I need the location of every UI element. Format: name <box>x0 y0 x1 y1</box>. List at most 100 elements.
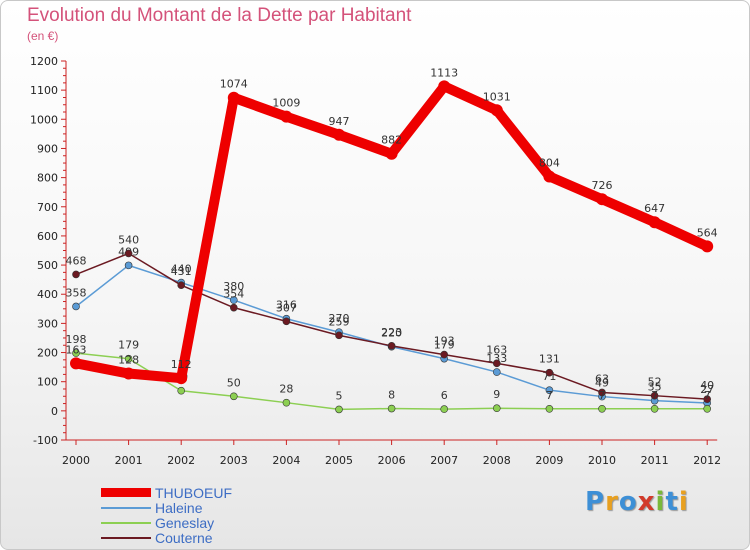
data-label-couterne: 223 <box>381 326 402 339</box>
data-label-couterne: 307 <box>276 301 297 314</box>
y-tick-label: 300 <box>37 317 58 330</box>
x-tick-label: 2004 <box>272 454 300 467</box>
x-tick-label: 2012 <box>693 454 721 467</box>
legend-label-geneslay: Geneslay <box>155 514 215 531</box>
data-label-thuboeuf: 726 <box>592 179 613 192</box>
chart-unit-label: (en €) <box>27 29 59 43</box>
data-label-couterne: 259 <box>329 315 350 328</box>
data-point-thuboeuf <box>543 170 556 183</box>
data-point-couterne <box>492 359 501 368</box>
data-point-geneslay <box>387 404 396 413</box>
y-tick-label: -100 <box>33 434 58 447</box>
legend-swatch-couterne <box>101 536 151 539</box>
data-point-couterne <box>124 249 133 258</box>
data-label-thuboeuf: 1031 <box>483 90 511 103</box>
data-label-couterne: 431 <box>171 265 192 278</box>
data-label-geneslay: 6 <box>441 389 448 402</box>
data-label-thuboeuf: 1113 <box>430 66 458 79</box>
data-point-thuboeuf <box>438 80 451 93</box>
data-point-couterne <box>387 342 396 350</box>
data-label-geneslay: 7 <box>651 389 658 402</box>
data-label-thuboeuf: 882 <box>381 134 402 147</box>
x-tick-label: 2005 <box>325 454 353 467</box>
data-label-haleine: 380 <box>223 280 244 293</box>
data-label-haleine: 220 <box>381 327 402 340</box>
data-label-geneslay: 7 <box>546 389 553 402</box>
data-label-geneslay: 9 <box>493 388 500 401</box>
data-point-geneslay <box>177 386 185 395</box>
data-label-geneslay: 7 <box>599 389 606 402</box>
data-label-couterne: 540 <box>118 233 139 246</box>
data-label-geneslay: 198 <box>66 333 87 346</box>
data-label-couterne: 52 <box>648 376 662 389</box>
data-label-thuboeuf: 564 <box>697 226 718 239</box>
x-tick-label: 2010 <box>588 454 616 467</box>
data-label-haleine: 27 <box>700 383 714 396</box>
data-point-couterne <box>545 368 554 377</box>
legend-label-thuboeuf: THUBOEUF <box>155 484 232 501</box>
data-point-thuboeuf <box>227 91 240 104</box>
legend-label-couterne: Couterne <box>155 529 213 546</box>
data-label-geneslay: 5 <box>336 389 343 402</box>
y-tick-label: 1200 <box>30 55 58 68</box>
data-point-couterne <box>440 350 449 359</box>
y-tick-label: 400 <box>37 288 58 301</box>
y-tick-label: 700 <box>37 201 58 214</box>
data-point-thuboeuf <box>385 147 398 160</box>
data-point-haleine <box>545 386 554 394</box>
data-label-haleine: 316 <box>276 299 297 312</box>
data-label-haleine: 358 <box>66 286 87 299</box>
x-tick-label: 2009 <box>535 454 563 467</box>
chart-title: Evolution du Montant de la Dette par Hab… <box>27 5 412 26</box>
data-point-thuboeuf <box>701 240 714 253</box>
legend-item-couterne: Couterne <box>101 529 232 546</box>
data-point-thuboeuf <box>648 216 661 229</box>
data-point-geneslay <box>230 392 238 401</box>
data-label-haleine: 179 <box>434 339 455 352</box>
data-label-thuboeuf: 1009 <box>272 97 300 110</box>
data-point-couterne <box>72 270 80 279</box>
y-tick-label: 0 <box>51 405 58 418</box>
data-point-haleine <box>230 296 238 304</box>
x-tick-label: 2007 <box>430 454 458 467</box>
data-point-haleine <box>72 302 80 311</box>
data-label-couterne: 163 <box>486 343 507 356</box>
data-point-thuboeuf <box>280 110 293 123</box>
x-tick-label: 2006 <box>378 454 406 467</box>
data-label-geneslay: 8 <box>388 389 395 402</box>
x-tick-label: 2011 <box>641 454 669 467</box>
legend-swatch-geneslay <box>101 521 151 524</box>
data-point-couterne <box>598 388 606 397</box>
x-tick-label: 2000 <box>62 454 90 467</box>
data-point-couterne <box>335 331 343 340</box>
x-tick-label: 2002 <box>167 454 195 467</box>
y-tick-label: 1100 <box>30 84 58 97</box>
data-point-geneslay <box>282 398 291 407</box>
data-label-couterne: 354 <box>223 288 244 301</box>
data-label-geneslay: 28 <box>279 383 293 396</box>
data-point-geneslay <box>650 405 659 413</box>
y-tick-label: 800 <box>37 172 58 185</box>
data-point-couterne <box>177 281 185 289</box>
x-tick-label: 2001 <box>115 454 143 467</box>
proxiti-logo: Proxiti <box>585 487 689 517</box>
data-label-geneslay: 50 <box>227 376 241 389</box>
data-label-thuboeuf: 947 <box>329 115 350 128</box>
data-point-thuboeuf <box>596 193 608 206</box>
legend-swatch-thuboeuf <box>101 488 151 497</box>
data-point-geneslay <box>492 404 501 413</box>
data-point-thuboeuf <box>70 357 82 370</box>
data-point-couterne <box>230 303 238 312</box>
data-label-thuboeuf: 804 <box>539 156 560 169</box>
data-point-geneslay <box>440 405 449 413</box>
data-label-geneslay: 7 <box>704 389 711 402</box>
data-point-thuboeuf <box>333 128 345 141</box>
data-point-haleine <box>124 261 133 270</box>
data-point-geneslay <box>598 405 606 413</box>
legend-label-haleine: Haleine <box>155 499 203 516</box>
y-tick-label: 600 <box>37 230 58 243</box>
data-label-thuboeuf: 1074 <box>220 78 248 91</box>
data-label-geneslay: 179 <box>118 339 139 352</box>
data-label-thuboeuf: 128 <box>118 354 139 367</box>
